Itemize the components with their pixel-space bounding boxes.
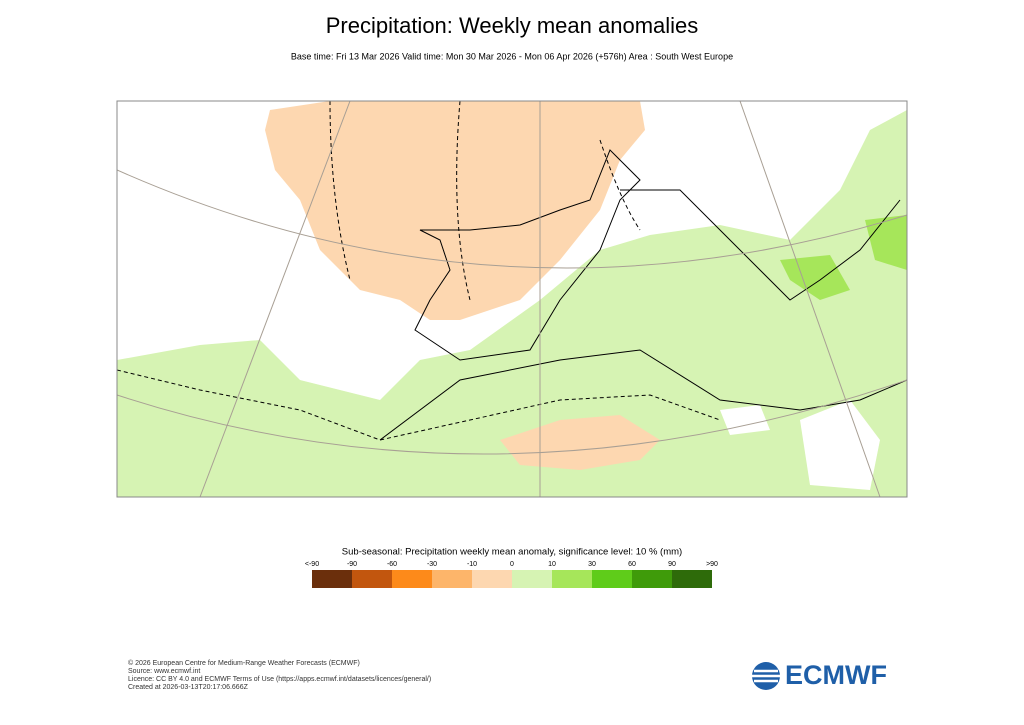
wet-anomaly-area: [865, 215, 907, 270]
coastline: [414, 149, 641, 361]
neutral-area: [720, 405, 770, 435]
legend-label: 0: [510, 561, 514, 568]
legend-swatch: [392, 570, 432, 588]
legend-swatch: [312, 570, 352, 588]
map: [116, 100, 908, 498]
footer-line: Created at 2026-03-13T20:17:06.666Z: [128, 684, 249, 691]
coastline: [620, 189, 901, 301]
footer-line: Licence: CC BY 4.0 and ECMWF Terms of Us…: [128, 676, 431, 683]
neutral-area: [800, 400, 880, 490]
legend-label: 10: [548, 561, 556, 568]
wet-anomaly-area: [780, 255, 850, 300]
legend-swatch: [672, 570, 712, 588]
legend-label: 60: [628, 561, 636, 568]
legend: <-90 -90 -60 -30 -10 0 10 30 60 90 >90: [305, 561, 718, 588]
legend-swatch: [472, 570, 512, 588]
title: Precipitation: Weekly mean anomalies: [326, 13, 699, 38]
footer-line: © 2026 European Centre for Medium-Range …: [128, 659, 360, 667]
wet-anomaly-area: [117, 110, 907, 497]
legend-title: Sub-seasonal: Precipitation weekly mean …: [342, 547, 682, 558]
map-frame: [116, 100, 908, 498]
dry-anomaly-area: [265, 101, 645, 320]
legend-label: -10: [467, 561, 477, 568]
legend-swatch: [432, 570, 472, 588]
legend-label: -90: [347, 561, 357, 568]
legend-swatch: [512, 570, 552, 588]
legend-label: >90: [706, 561, 718, 568]
footer: © 2026 European Centre for Medium-Range …: [128, 659, 431, 691]
legend-swatch: [592, 570, 632, 588]
graticule: [199, 101, 881, 497]
significance-contour: [329, 101, 641, 301]
legend-label: 90: [668, 561, 676, 568]
legend-label: <-90: [305, 561, 319, 568]
legend-label: -60: [387, 561, 397, 568]
footer-line: Source: www.ecmwf.int: [128, 668, 200, 675]
subtitle: Base time: Fri 13 Mar 2026 Valid time: M…: [291, 51, 733, 61]
logo: ECMWF: [752, 660, 887, 690]
significance-contour: [117, 369, 721, 441]
legend-swatch: [552, 570, 592, 588]
logo-mark-lines: [752, 669, 780, 683]
logo-text: ECMWF: [785, 660, 887, 690]
legend-swatch: [632, 570, 672, 588]
coastline: [379, 349, 907, 441]
legend-label: 30: [588, 561, 596, 568]
legend-swatch: [352, 570, 392, 588]
legend-label: -30: [427, 561, 437, 568]
